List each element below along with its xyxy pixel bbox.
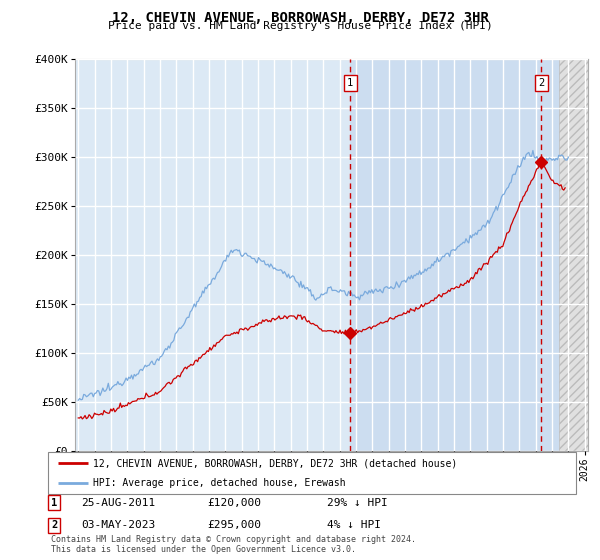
Text: 2: 2: [51, 520, 57, 530]
Text: 12, CHEVIN AVENUE, BORROWASH, DERBY, DE72 3HR: 12, CHEVIN AVENUE, BORROWASH, DERBY, DE7…: [112, 11, 488, 25]
FancyBboxPatch shape: [48, 452, 576, 494]
Text: £295,000: £295,000: [207, 520, 261, 530]
Text: Price paid vs. HM Land Registry's House Price Index (HPI): Price paid vs. HM Land Registry's House …: [107, 21, 493, 31]
Bar: [559, 59, 600, 451]
Text: 25-AUG-2011: 25-AUG-2011: [81, 498, 155, 508]
Text: 1: 1: [51, 498, 57, 508]
Text: This data is licensed under the Open Government Licence v3.0.: This data is licensed under the Open Gov…: [51, 545, 356, 554]
Text: 1: 1: [347, 78, 353, 88]
Text: 29% ↓ HPI: 29% ↓ HPI: [327, 498, 388, 508]
Text: HPI: Average price, detached house, Erewash: HPI: Average price, detached house, Erew…: [93, 478, 346, 488]
Text: 4% ↓ HPI: 4% ↓ HPI: [327, 520, 381, 530]
Text: £120,000: £120,000: [207, 498, 261, 508]
Text: Contains HM Land Registry data © Crown copyright and database right 2024.: Contains HM Land Registry data © Crown c…: [51, 535, 416, 544]
Text: 12, CHEVIN AVENUE, BORROWASH, DERBY, DE72 3HR (detached house): 12, CHEVIN AVENUE, BORROWASH, DERBY, DE7…: [93, 458, 457, 468]
Text: 2: 2: [538, 78, 544, 88]
Text: 03-MAY-2023: 03-MAY-2023: [81, 520, 155, 530]
Bar: [350, 59, 559, 451]
